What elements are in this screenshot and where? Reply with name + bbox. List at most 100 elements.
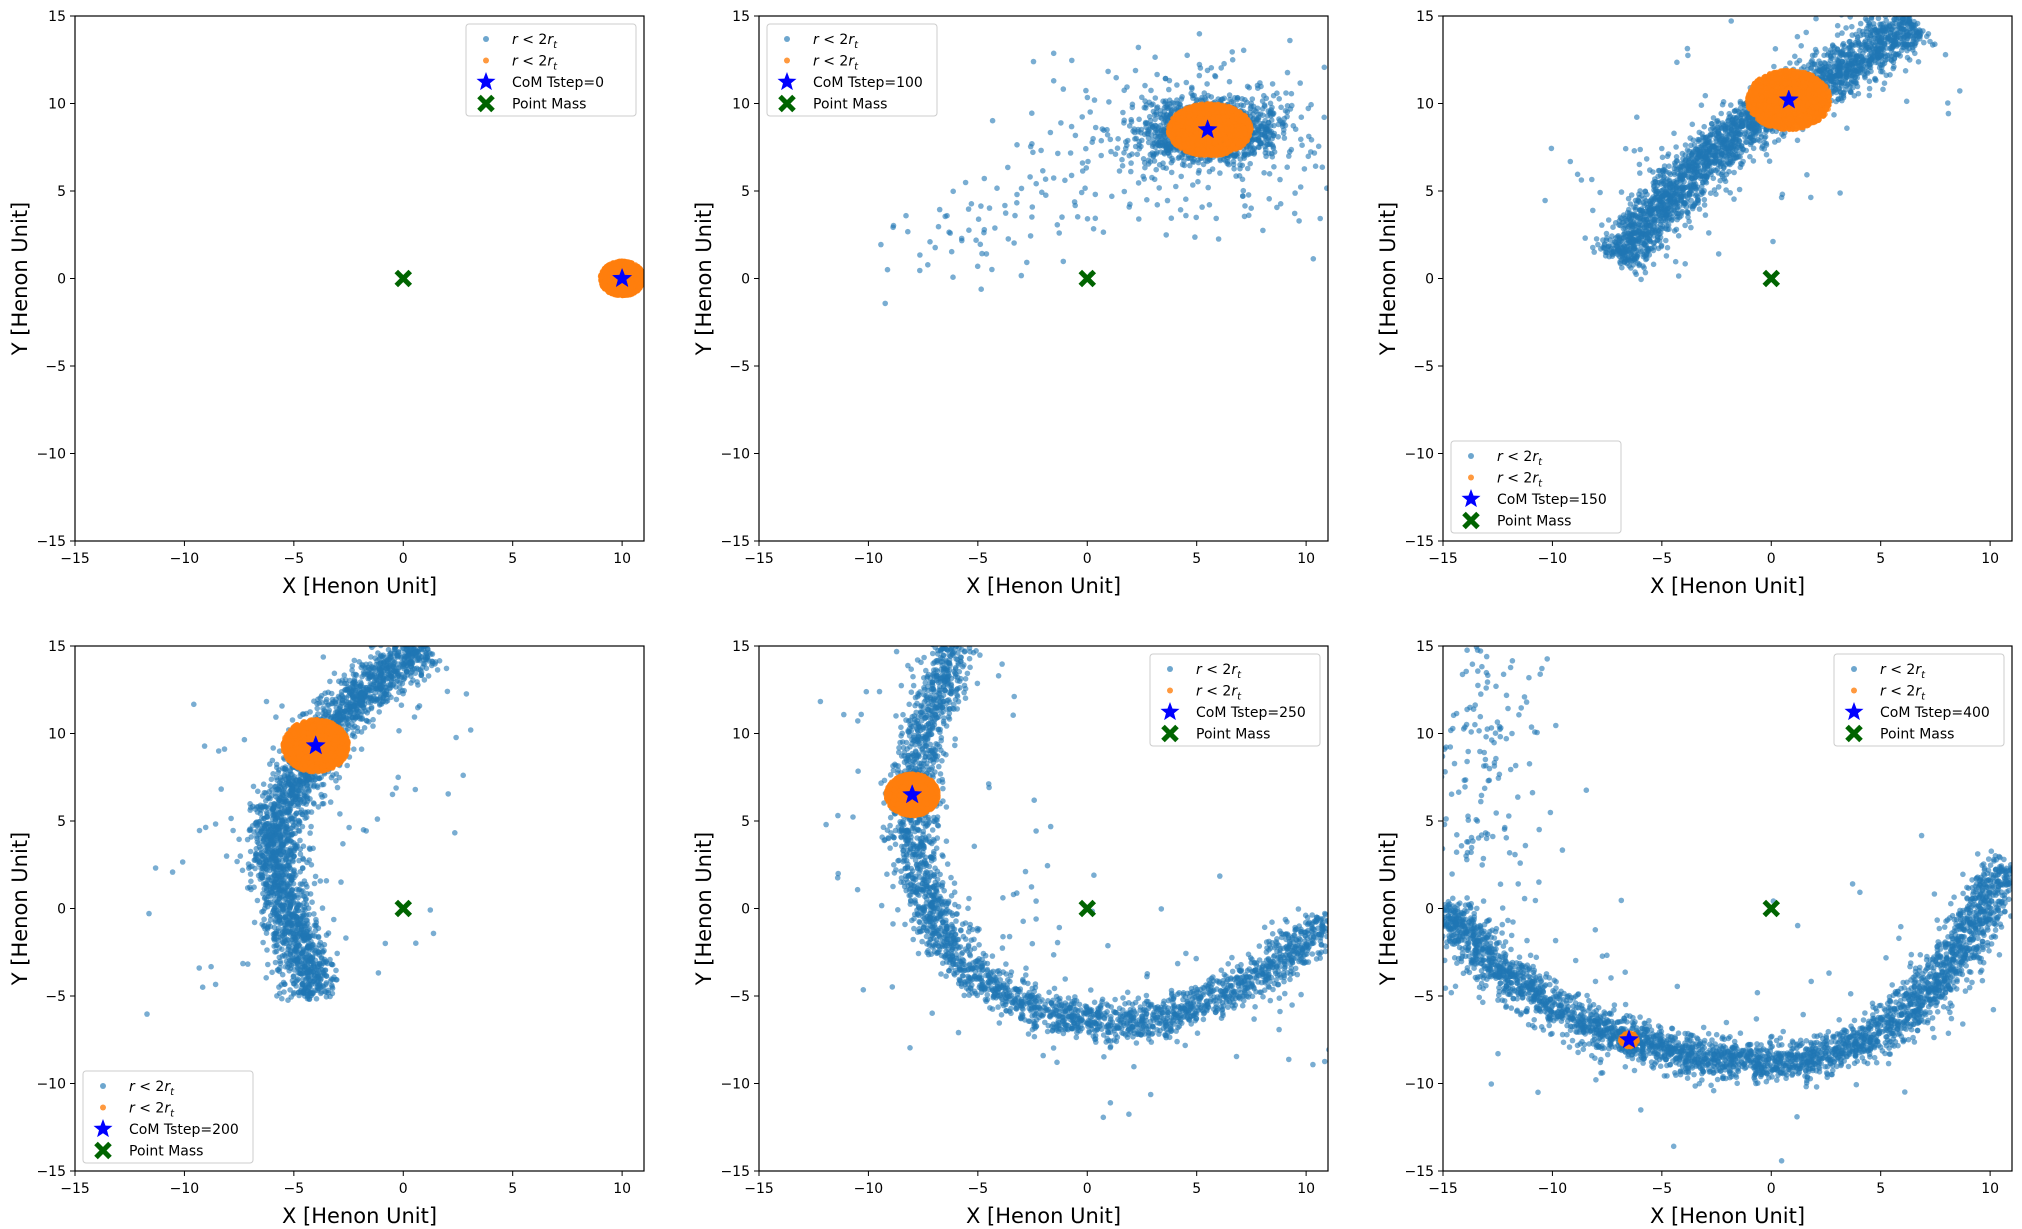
blue-particle (1100, 229, 1107, 235)
blue-particle (1321, 114, 1327, 121)
blue-particle (1238, 102, 1244, 108)
blue-particle (981, 229, 987, 236)
blue-particle (1005, 236, 1012, 242)
legend-label: CoM Tstep=0 (512, 75, 604, 91)
blue-particle (1239, 176, 1246, 183)
blue-particle (1060, 86, 1067, 92)
blue-particle (1149, 143, 1156, 149)
blue-particle (1267, 100, 1274, 107)
blue-particle (1030, 58, 1037, 65)
x-tick-label: 10 (613, 551, 631, 567)
blue-particle (1154, 202, 1161, 208)
y-tick-label: 10 (48, 97, 66, 113)
blue-particle (1114, 145, 1121, 151)
orange-particle (602, 269, 608, 275)
blue-particle (1184, 52, 1190, 59)
blue-particle (1263, 146, 1269, 153)
orange-particle (637, 284, 643, 290)
blue-particle (1161, 104, 1168, 111)
blue-particle (1113, 74, 1119, 81)
blue-particle (1196, 167, 1202, 174)
blue-particle (1217, 170, 1223, 176)
blue-particle (1183, 79, 1190, 86)
x-tick-label: −10 (170, 551, 200, 567)
blue-particle (1248, 142, 1254, 149)
blue-particle (974, 263, 981, 270)
legend-box (465, 23, 637, 117)
blue-particle (1107, 136, 1114, 143)
blue-particle (1330, 94, 1336, 100)
y-tick-label: 0 (57, 272, 66, 288)
blue-particle (1150, 108, 1157, 115)
blue-particle (979, 250, 985, 257)
blue-particle (1149, 174, 1155, 181)
blue-particle (1156, 185, 1162, 191)
blue-particle (1282, 122, 1289, 129)
orange-particle (631, 290, 638, 296)
blue-particle (1055, 150, 1061, 157)
x-tick-label: 0 (399, 551, 408, 567)
blue-particle (1248, 205, 1254, 211)
blue-particle (948, 248, 955, 255)
blue-particle (1168, 108, 1175, 115)
blue-particle (1186, 155, 1192, 161)
blue-particle (1391, 159, 1397, 165)
blue-particle (884, 266, 891, 273)
blue-particle (1141, 176, 1147, 182)
legend-label: r < 2rt (512, 54, 558, 73)
orange-particle (636, 266, 643, 272)
blue-particle (1068, 172, 1075, 179)
blue-particle (1068, 123, 1075, 130)
blue-particle (1142, 164, 1148, 171)
blue-particle (1281, 135, 1288, 141)
legend-marker-star (476, 72, 496, 91)
blue-particle (1246, 84, 1252, 91)
orange-particle (611, 283, 617, 290)
blue-particle (1126, 204, 1132, 210)
blue-particle (1284, 103, 1291, 109)
blue-particle (1330, 185, 1336, 191)
blue-particle (1388, 98, 1394, 104)
blue-particle (1261, 130, 1268, 137)
blue-particle (1246, 212, 1252, 219)
blue-particle (1098, 152, 1104, 159)
blue-particle (1131, 126, 1137, 132)
blue-particle (1014, 142, 1020, 148)
blue-particle (1288, 146, 1295, 153)
blue-particle (1005, 164, 1011, 171)
blue-particle (1297, 80, 1303, 86)
blue-particle (1027, 143, 1034, 150)
blue-particle (944, 212, 950, 219)
blue-particle (1072, 132, 1079, 139)
blue-particle (1242, 97, 1248, 103)
blue-particle (1298, 136, 1304, 143)
blue-particle (1261, 170, 1267, 176)
blue-particle (1011, 240, 1017, 246)
orange-particle (626, 260, 632, 266)
blue-particle (1215, 96, 1221, 102)
blue-particle (903, 212, 909, 219)
blue-particle (1132, 67, 1139, 74)
blue-particle (1078, 189, 1085, 196)
orange-particle (602, 278, 608, 284)
blue-particle (1002, 202, 1008, 209)
blue-particle (1179, 151, 1185, 158)
blue-particle (1310, 255, 1317, 262)
blue-particle (1255, 85, 1261, 91)
blue-particle (1206, 202, 1213, 208)
blue-particle (1108, 148, 1114, 155)
blue-particle (975, 216, 982, 222)
blue-particle (978, 286, 984, 293)
blue-particle (1196, 72, 1203, 79)
blue-particle (1072, 202, 1078, 209)
blue-particle (1231, 166, 1237, 172)
blue-particle (947, 230, 953, 236)
blue-particle (1271, 164, 1277, 170)
blue-particle (1062, 177, 1068, 184)
blue-particle (1269, 154, 1276, 160)
blue-particle (1226, 92, 1233, 98)
plot-area (878, 31, 1397, 307)
blue-particle (1153, 127, 1159, 133)
blue-particle (1074, 214, 1081, 220)
blue-particle (1227, 96, 1233, 103)
